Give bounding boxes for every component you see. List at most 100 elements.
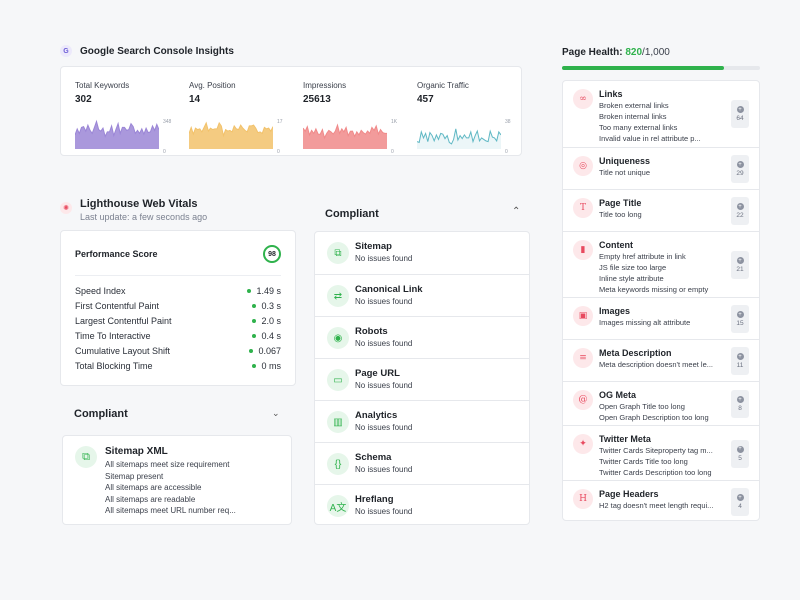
- health-item-page-title[interactable]: T Page Title Title too long +22: [563, 189, 759, 231]
- header-icon: H: [573, 489, 593, 509]
- fingerprint-icon: ◎: [573, 156, 593, 176]
- vital-label: Largest Contentful Paint: [75, 315, 172, 326]
- metric-value: 14: [189, 94, 201, 105]
- sparkline-line: [75, 119, 159, 138]
- axis-min-label: 0: [163, 149, 166, 155]
- compliant-item-analytics[interactable]: ▥ Analytics No issues found: [315, 400, 529, 442]
- sparkline-area: [75, 121, 159, 149]
- health-item-title: Page Title: [599, 198, 642, 208]
- vital-value: 0.3 s: [261, 300, 281, 311]
- health-item-og-meta[interactable]: @ OG Meta Open Graph Title too long Open Gr…: [563, 381, 759, 425]
- issue-count: 5: [738, 454, 742, 462]
- health-item-issue: Title too long: [599, 210, 642, 219]
- health-item-meta-description[interactable]: ≡ Meta Description Meta description doesn'…: [563, 339, 759, 381]
- lighthouse-subtitle: Last update: a few seconds ago: [80, 212, 208, 222]
- vital-value-wrap: 0 ms: [252, 361, 281, 371]
- axis-max-label: 348: [163, 119, 172, 125]
- health-item-title: Twitter Meta: [599, 434, 651, 444]
- vital-value: 0 ms: [261, 360, 281, 371]
- compliant-item-robots[interactable]: ◉ Robots No issues found: [315, 316, 529, 358]
- issue-count: 15: [736, 320, 744, 327]
- gsc-header: G Google Search Console Insights: [60, 45, 234, 57]
- axis-min-label: 0: [391, 149, 394, 155]
- health-item-body: Meta Description Meta description doesn't…: [599, 348, 729, 370]
- health-item-issue: Too many external links: [599, 123, 678, 132]
- link-icon: ∞: [573, 89, 593, 109]
- expand-button[interactable]: +64: [731, 100, 749, 128]
- expand-button[interactable]: +29: [731, 155, 749, 183]
- vital-label: Cumulative Layout Shift: [75, 345, 171, 356]
- health-item-page-headers[interactable]: H Page Headers H2 tag doesn't meet length …: [563, 480, 759, 522]
- sitemap-xml-card: ⧉ Sitemap XML All sitemaps meet size req…: [62, 435, 292, 525]
- expand-button[interactable]: +5: [731, 439, 749, 468]
- sitemap-xml-line: Sitemap present: [105, 471, 164, 481]
- compliant-item-status: No issues found: [355, 423, 413, 432]
- issue-count: 22: [736, 212, 744, 219]
- compliant-item-page-url[interactable]: ▭ Page URL No issues found: [315, 358, 529, 400]
- sitemap-xml-line: All sitemaps meet size requirement: [105, 460, 230, 469]
- plus-icon: +: [736, 445, 744, 453]
- compliant-item-status: No issues found: [355, 507, 413, 516]
- health-item-images[interactable]: ▣ Images Images missing alt attribute +15: [563, 297, 759, 339]
- health-item-uniqueness[interactable]: ◎ Uniqueness Title not unique +29: [563, 147, 759, 189]
- vital-value: 1.49 s: [256, 285, 281, 296]
- expand-button[interactable]: +15: [731, 305, 749, 333]
- vital-row: Total Blocking Time 0 ms: [75, 358, 281, 373]
- sparkline-chart: [303, 123, 387, 149]
- health-item-issue: Invalid value in rel attribute p...: [599, 134, 701, 143]
- health-item-issue: Open Graph Title too long: [599, 402, 685, 411]
- compliant-item-hreflang[interactable]: A文 Hreflang No issues found: [315, 484, 529, 526]
- expand-button[interactable]: +22: [731, 197, 749, 225]
- expand-button[interactable]: +11: [731, 347, 749, 375]
- chevron-up-icon[interactable]: ⌃: [512, 206, 521, 217]
- title-icon: T: [573, 198, 593, 218]
- plus-icon: +: [736, 396, 744, 403]
- plus-icon: +: [736, 203, 744, 210]
- vital-value-wrap: 0.4 s: [252, 331, 281, 341]
- metric-1: Avg. Position 14 17 0: [189, 81, 289, 155]
- health-item-twitter-meta[interactable]: ✦ Twitter Meta Twitter Cards Siteproperty …: [563, 425, 759, 480]
- compliant-item-canonical-link[interactable]: ⇄ Canonical Link No issues found: [315, 274, 529, 316]
- compliant-item-status: No issues found: [355, 339, 413, 348]
- compliant-item-schema[interactable]: {} Schema No issues found: [315, 442, 529, 484]
- page-health-max: /1,000: [642, 47, 670, 58]
- health-item-title: OG Meta: [599, 390, 637, 400]
- compliant-item-status: No issues found: [355, 381, 413, 390]
- lighthouse-title: Lighthouse Web Vitals: [80, 198, 198, 210]
- image-icon: ▣: [573, 306, 593, 326]
- health-item-title: Images: [599, 306, 631, 316]
- health-item-content[interactable]: ▮ Content Empty href attribute in link JS f…: [563, 231, 759, 297]
- page-health-score: 820: [625, 47, 643, 58]
- health-item-issue: Images missing alt attribute: [599, 318, 691, 327]
- vital-row: Largest Contentful Paint 2.0 s: [75, 313, 281, 328]
- vital-row: Cumulative Layout Shift 0.067: [75, 343, 281, 358]
- hreflang-icon: A文: [327, 495, 349, 517]
- compliant-item-status: No issues found: [355, 465, 413, 474]
- vital-value: 0.067: [258, 345, 281, 356]
- health-item-body: Links Broken external links Broken interna…: [599, 89, 729, 144]
- health-item-issue: Empty href attribute in link: [599, 252, 686, 261]
- google-icon: G: [60, 45, 72, 57]
- vital-label: Time To Interactive: [75, 330, 151, 341]
- expand-button[interactable]: +21: [731, 251, 749, 279]
- health-item-body: Page Headers H2 tag doesn't meet length r…: [599, 489, 729, 511]
- health-item-title: Page Headers: [599, 489, 659, 499]
- status-dot-icon: [252, 318, 257, 323]
- health-item-body: OG Meta Open Graph Title too long Open Gra…: [599, 390, 729, 423]
- health-item-links[interactable]: ∞ Links Broken external links Broken intern…: [563, 81, 759, 147]
- compliant-left-title: Compliant: [74, 408, 128, 420]
- health-item-issue: Meta description doesn't meet le...: [599, 360, 713, 369]
- chevron-down-icon[interactable]: ⌄: [272, 408, 280, 418]
- health-item-title: Links: [599, 89, 623, 99]
- gsc-title: Google Search Console Insights: [80, 45, 234, 57]
- health-item-body: Images Images missing alt attribute: [599, 306, 729, 328]
- expand-button[interactable]: +8: [731, 390, 749, 418]
- health-item-body: Content Empty href attribute in link JS fi…: [599, 240, 729, 295]
- metric-2: Impressions 25613 1K 0: [303, 81, 403, 155]
- metric-value: 457: [417, 94, 434, 105]
- compliant-item-sitemap[interactable]: ⧉ Sitemap No issues found: [315, 232, 529, 274]
- health-item-body: Page Title Title too long: [599, 198, 729, 220]
- vital-row: First Contentful Paint 0.3 s: [75, 298, 281, 313]
- compliant-item-title: Hreflang: [355, 494, 394, 505]
- expand-button[interactable]: +4: [731, 488, 749, 516]
